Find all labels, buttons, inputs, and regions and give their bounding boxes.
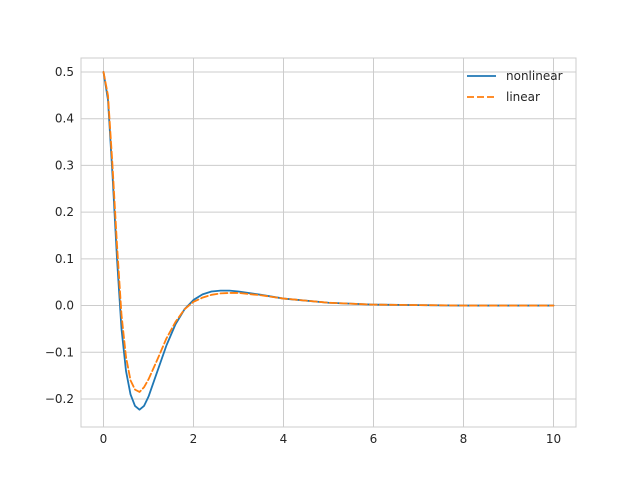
x-tick-label: 0: [100, 432, 108, 446]
y-tick-label: −0.1: [45, 345, 74, 359]
x-axis: 0 2 4 6 8 10: [100, 432, 561, 446]
x-tick-label: 4: [280, 432, 288, 446]
y-tick-label: 0.4: [55, 112, 74, 126]
x-tick-label: 6: [370, 432, 378, 446]
y-tick-label: 0.3: [55, 158, 74, 172]
x-tick-label: 8: [460, 432, 468, 446]
y-tick-label: −0.2: [45, 392, 74, 406]
plot-area: [80, 57, 577, 428]
y-tick-label: 0.0: [55, 299, 74, 313]
legend-label-nonlinear: nonlinear: [506, 69, 563, 83]
x-tick-label: 2: [190, 432, 198, 446]
y-tick-label: 0.1: [55, 252, 74, 266]
x-tick-label: 10: [546, 432, 561, 446]
grid: [81, 58, 576, 427]
y-tick-label: 0.2: [55, 205, 74, 219]
legend: nonlinear linear: [467, 69, 563, 104]
y-tick-label: 0.5: [55, 65, 74, 79]
series-layer: [102, 71, 555, 411]
series-line-linear: [102, 71, 555, 393]
y-axis: −0.2 −0.1 0.0 0.1 0.2 0.3 0.4 0.5: [45, 65, 74, 406]
legend-label-linear: linear: [506, 90, 540, 104]
